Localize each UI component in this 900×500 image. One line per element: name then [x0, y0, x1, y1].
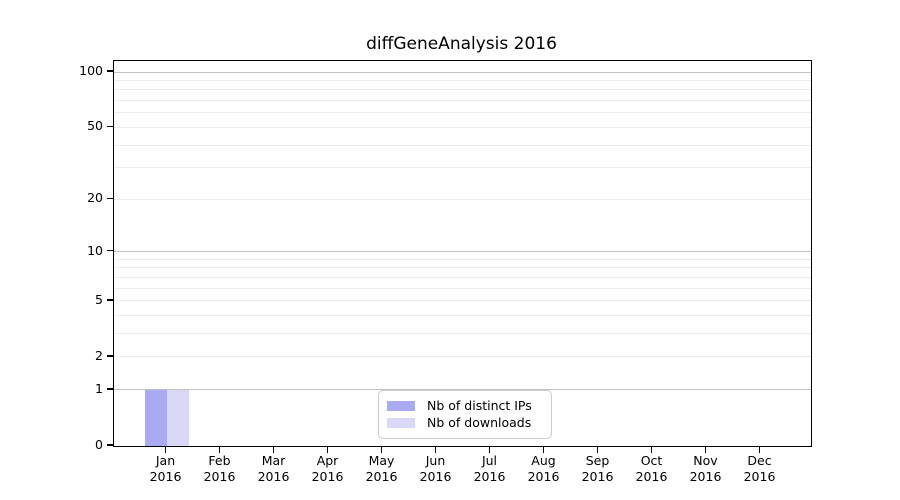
plot-area: [113, 60, 812, 447]
x-tick-month: Mar: [261, 453, 286, 468]
gridline-minor: [114, 258, 811, 260]
x-tick-mark: [434, 446, 437, 453]
gridline-minor: [114, 315, 811, 317]
x-tick-year: 2016: [311, 469, 344, 484]
x-tick-label: Aug 2016: [514, 453, 574, 485]
y-tick-label: 50: [87, 118, 103, 134]
x-tick-mark: [272, 446, 275, 453]
legend-label: Nb of downloads: [427, 415, 532, 431]
x-tick-label: Dec 2016: [730, 453, 790, 485]
y-tick-mark: [107, 125, 113, 128]
gridline-minor: [114, 276, 811, 278]
x-tick-month: Jun: [425, 453, 446, 468]
y-tick-mark: [107, 355, 113, 357]
gridline-major: [114, 71, 811, 73]
gridline-minor: [114, 287, 811, 289]
y-tick-label: 1: [95, 380, 103, 396]
x-tick-month: Dec: [747, 453, 772, 468]
y-tick-mark: [107, 299, 113, 301]
gridline-minor: [114, 79, 811, 81]
x-tick-mark: [596, 446, 599, 453]
x-tick-label: Jun 2016: [406, 453, 466, 485]
gridline-minor: [114, 167, 811, 169]
x-tick-label: Jul 2016: [460, 453, 520, 485]
gridline-minor: [114, 300, 811, 302]
gridline-minor: [114, 126, 811, 128]
legend-label: Nb of distinct IPs: [427, 397, 532, 413]
y-tick-label: 100: [79, 63, 103, 78]
x-tick-mark: [326, 446, 329, 453]
x-tick-year: 2016: [689, 469, 722, 484]
x-tick-year: 2016: [743, 469, 776, 484]
x-tick-month: Nov: [693, 453, 718, 468]
legend-swatch: [387, 400, 415, 411]
x-tick-label: Apr 2016: [298, 453, 358, 485]
x-tick-label: Feb 2016: [190, 453, 250, 485]
gridline-minor: [114, 198, 811, 200]
gridline-minor: [114, 356, 811, 358]
legend-swatch: [387, 418, 415, 429]
x-tick-month: Jul: [481, 453, 498, 468]
y-tick-label: 5: [95, 291, 103, 307]
x-tick-year: 2016: [365, 469, 398, 484]
x-tick-month: Aug: [531, 453, 556, 468]
y-tick-mark: [107, 388, 113, 390]
x-tick-month: Feb: [208, 453, 231, 468]
x-tick-label: Oct 2016: [622, 453, 682, 485]
x-tick-year: 2016: [527, 469, 560, 484]
x-tick-mark: [164, 446, 167, 453]
x-tick-mark: [380, 446, 383, 453]
x-tick-mark: [704, 446, 707, 453]
x-tick-year: 2016: [203, 469, 236, 484]
x-tick-mark: [650, 446, 653, 453]
x-tick-month: May: [368, 453, 395, 468]
x-tick-label: May 2016: [352, 453, 412, 485]
x-tick-month: Sep: [585, 453, 610, 468]
y-tick-label: 2: [95, 347, 103, 363]
legend: Nb of distinct IPs Nb of downloads: [378, 390, 552, 439]
chart-title: diffGeneAnalysis 2016: [366, 34, 557, 54]
x-tick-month: Jan: [155, 453, 176, 468]
x-tick-label: Sep 2016: [568, 453, 628, 485]
x-tick-month: Oct: [640, 453, 663, 468]
x-tick-mark: [488, 446, 491, 453]
gridline-minor: [114, 144, 811, 146]
x-tick-year: 2016: [257, 469, 290, 484]
x-tick-year: 2016: [419, 469, 452, 484]
legend-item: Nb of distinct IPs: [387, 397, 543, 413]
y-tick-label: 10: [87, 242, 103, 258]
gridline-major: [114, 251, 811, 253]
gridline-minor: [114, 100, 811, 102]
gridline-minor: [114, 112, 811, 114]
x-tick-year: 2016: [149, 469, 182, 484]
gridline-minor: [114, 89, 811, 91]
bar-nb-of-downloads: [166, 389, 189, 446]
gridline-minor: [114, 333, 811, 335]
x-tick-mark: [218, 446, 221, 453]
x-tick-label: Jan 2016: [136, 453, 196, 485]
x-tick-month: Apr: [316, 453, 339, 468]
gridline-minor: [114, 267, 811, 269]
y-tick-mark: [107, 197, 113, 200]
x-tick-year: 2016: [473, 469, 506, 484]
bar-nb-of-distinct-ips: [144, 389, 167, 446]
y-tick-label: 0: [95, 437, 103, 452]
y-tick-mark: [107, 249, 113, 252]
y-tick-mark: [107, 444, 113, 446]
x-tick-mark: [542, 446, 545, 453]
x-tick-label: Nov 2016: [676, 453, 736, 485]
x-tick-year: 2016: [635, 469, 668, 484]
y-tick-mark: [107, 70, 113, 72]
x-tick-mark: [758, 446, 761, 453]
y-tick-label: 20: [87, 190, 103, 206]
legend-item: Nb of downloads: [387, 416, 543, 430]
gridline-major: [114, 389, 811, 391]
x-tick-year: 2016: [581, 469, 614, 484]
x-tick-label: Mar 2016: [244, 453, 304, 485]
